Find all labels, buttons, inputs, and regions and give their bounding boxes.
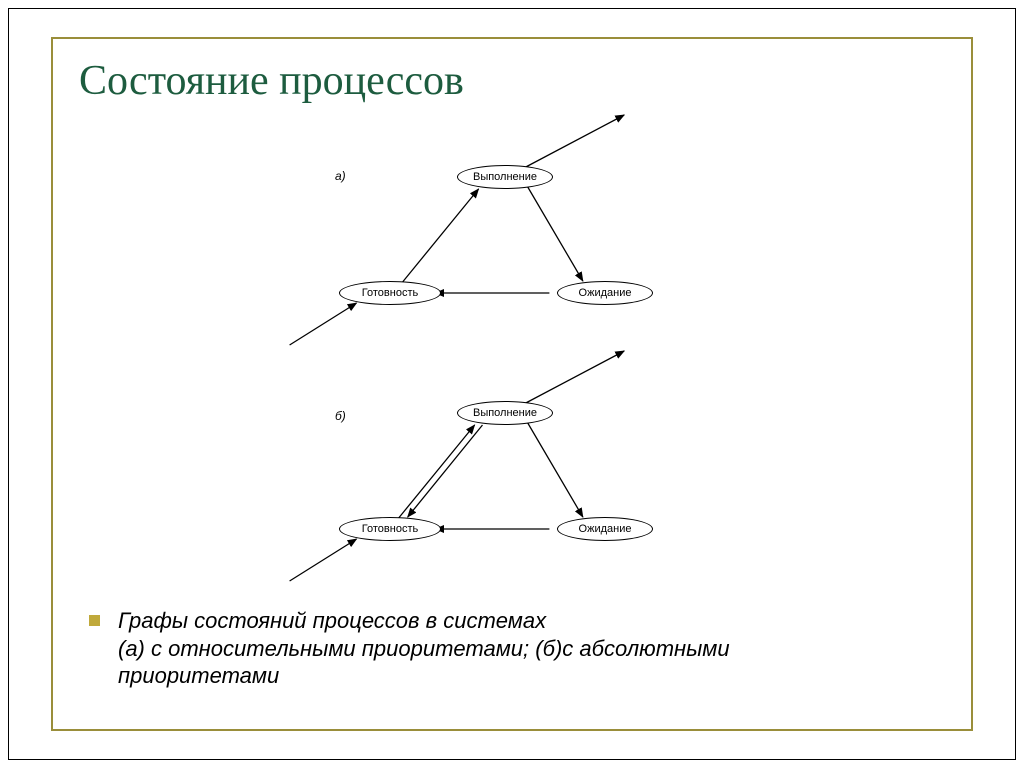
bullet-icon bbox=[89, 615, 100, 626]
caption-row: Графы состояний процессов в системах (а)… bbox=[79, 607, 945, 690]
node-a-exec-label: Выполнение bbox=[473, 171, 537, 183]
slide-title: Состояние процессов bbox=[79, 57, 945, 105]
caption-line1: Графы состояний процессов в системах bbox=[118, 608, 546, 633]
outer-frame: Состояние процессов а) Выполнение Готовн… bbox=[8, 8, 1016, 760]
node-b-wait: Ожидание bbox=[557, 517, 653, 541]
node-a-wait-label: Ожидание bbox=[579, 287, 632, 299]
diagram-area: а) Выполнение Готовность Ожидание б) Вып… bbox=[79, 113, 945, 603]
node-a-ready-label: Готовность bbox=[362, 287, 418, 299]
diagram-a-label: а) bbox=[335, 169, 346, 183]
node-b-exec-label: Выполнение bbox=[473, 407, 537, 419]
caption: Графы состояний процессов в системах (а)… bbox=[118, 607, 730, 690]
node-b-exec: Выполнение bbox=[457, 401, 553, 425]
caption-line2: (а) с относительными приоритетами; (б)с … bbox=[118, 636, 730, 661]
node-a-ready: Готовность bbox=[339, 281, 441, 305]
node-b-wait-label: Ожидание bbox=[579, 523, 632, 535]
slide-frame: Состояние процессов а) Выполнение Готовн… bbox=[51, 37, 973, 731]
diagram-b-label: б) bbox=[335, 409, 346, 423]
node-b-ready-label: Готовность bbox=[362, 523, 418, 535]
node-a-wait: Ожидание bbox=[557, 281, 653, 305]
caption-line3: приоритетами bbox=[118, 663, 279, 688]
node-b-ready: Готовность bbox=[339, 517, 441, 541]
node-a-exec: Выполнение bbox=[457, 165, 553, 189]
